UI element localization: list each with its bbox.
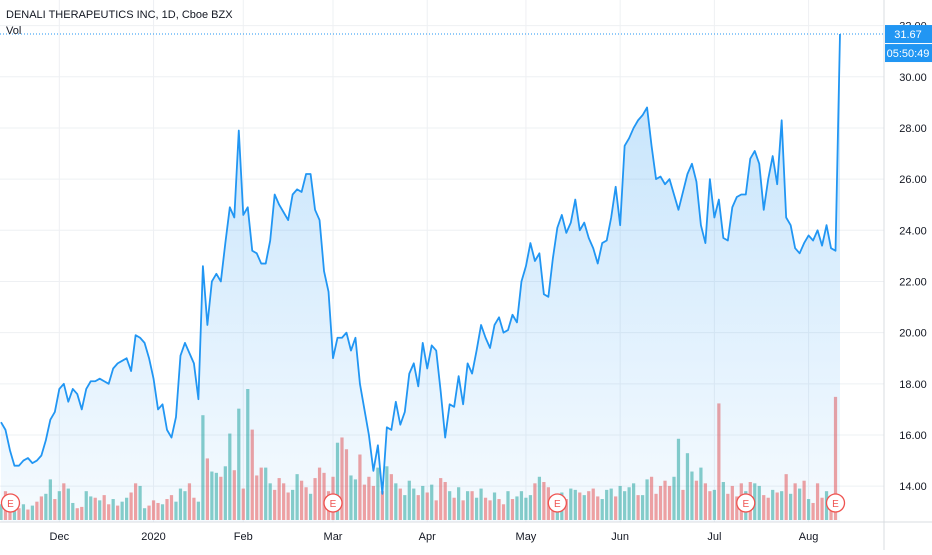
price-tick-label: 22.00 — [899, 276, 927, 288]
time-tick-label: May — [516, 531, 537, 543]
time-tick-label: Apr — [419, 531, 436, 543]
time-tick-label: Jul — [707, 531, 721, 543]
time-axis: Dec 2020 Feb Mar Apr May Jun Jul Aug — [50, 531, 819, 543]
price-line — [0, 34, 841, 495]
time-tick-label: Aug — [799, 531, 819, 543]
countdown-badge — [885, 44, 932, 63]
earnings-marker-circle — [0, 493, 21, 513]
earnings-marker-label: E — [742, 499, 749, 510]
time-tick-label: Dec — [50, 531, 70, 543]
earnings-marker[interactable]: E — [0, 493, 21, 513]
price-tick-label: 30.00 — [899, 72, 927, 84]
price-area — [1, 34, 840, 522]
earnings-marker-circle — [547, 493, 567, 513]
price-tick-label: 28.00 — [899, 123, 927, 135]
earnings-marker-circle — [825, 493, 846, 513]
last-price-badge — [885, 25, 932, 44]
earnings-marker[interactable]: E — [323, 493, 343, 513]
earnings-marker[interactable]: E — [547, 493, 567, 513]
symbol-title[interactable]: DENALI THERAPEUTICS INC, 1D, Cboe BZX — [6, 9, 233, 21]
earnings-marker-circle — [736, 493, 756, 513]
volume-label[interactable]: Vol — [6, 25, 22, 37]
price-line-path — [0, 34, 841, 495]
time-tick-label: Jun — [611, 531, 629, 543]
time-tick-label: Feb — [234, 531, 253, 543]
last-price-value: 31.67 — [894, 29, 922, 41]
last-price-label: 31.67 05:50:49 — [0, 25, 932, 63]
earnings-marker-label: E — [330, 499, 337, 510]
earnings-marker[interactable]: E — [825, 493, 846, 513]
price-area-fill — [1, 34, 840, 522]
earnings-marker[interactable]: E — [736, 493, 756, 513]
time-tick-label: Mar — [324, 531, 343, 543]
earnings-marker-label: E — [554, 499, 561, 510]
price-tick-label: 20.00 — [899, 328, 927, 340]
chart-legend: DENALI THERAPEUTICS INC, 1D, Cboe BZX Vo… — [6, 7, 233, 39]
time-tick-label: 2020 — [141, 531, 165, 543]
price-tick-label: 14.00 — [899, 481, 927, 493]
earnings-marker-label: E — [832, 499, 839, 510]
price-tick-label: 18.00 — [899, 379, 927, 391]
earnings-marker-circle — [323, 493, 343, 513]
price-tick-label: 26.00 — [899, 174, 927, 186]
price-tick-label: 24.00 — [899, 225, 927, 237]
bar-close-countdown: 05:50:49 — [887, 48, 930, 60]
earnings-marker-label: E — [7, 499, 14, 510]
price-tick-label: 16.00 — [899, 430, 927, 442]
